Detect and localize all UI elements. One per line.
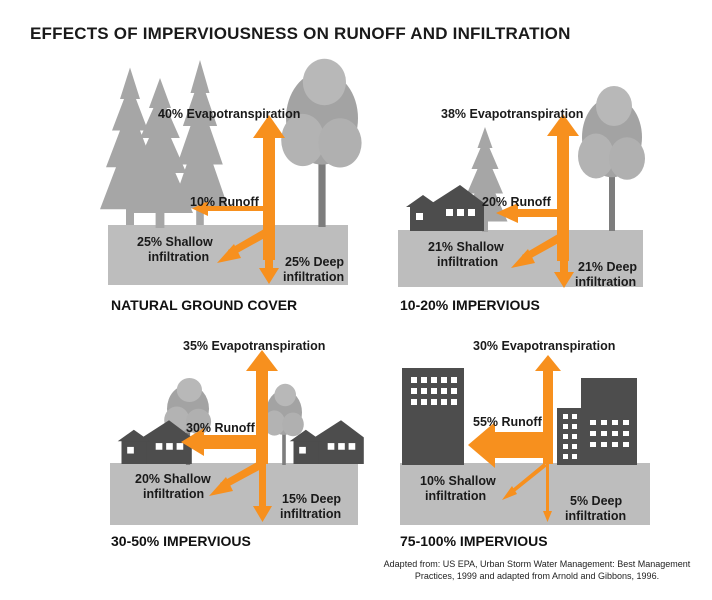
deep-infiltration-label: 15% Deep xyxy=(282,492,341,506)
runoff-arrow xyxy=(515,209,557,217)
shallow-infiltration-label-line2: infiltration xyxy=(148,250,209,264)
ground-band xyxy=(400,463,650,525)
shallow-infiltration-label-line2: infiltration xyxy=(437,255,498,269)
evapotranspiration-label: 38% Evapotranspiration xyxy=(441,107,583,121)
deep-infiltration-label: 25% Deep xyxy=(285,255,344,269)
evapotranspiration-arrow xyxy=(543,368,553,464)
shallow-infiltration-label: 21% Shallow xyxy=(428,240,504,254)
deep-infiltration-arrow-head xyxy=(253,506,272,522)
runoff-arrow xyxy=(201,435,256,449)
shallow-infiltration-arrow xyxy=(510,463,547,494)
shallow-infiltration-arrow-head xyxy=(511,249,535,268)
diagram-title: EFFECTS OF IMPERVIOUSNESS ON RUNOFF AND … xyxy=(30,24,571,43)
evapotranspiration-arrow-head xyxy=(253,115,285,138)
building-icon xyxy=(557,378,637,465)
runoff-arrow xyxy=(205,206,263,211)
deep-infiltration-arrow xyxy=(560,232,568,274)
deep-infiltration-label-line2: infiltration xyxy=(280,507,341,521)
shallow-infiltration-arrow xyxy=(220,462,263,489)
runoff-arrow-head xyxy=(181,428,204,456)
panel-30-50-impervious: 35% Evapotranspiration 30% Runoff 20% Sh… xyxy=(110,339,364,549)
flow-arrows xyxy=(192,115,285,284)
shallow-infiltration-label-line2: infiltration xyxy=(143,487,204,501)
panel-caption: 75-100% IMPERVIOUS xyxy=(400,533,548,549)
deep-infiltration-label-line2: infiltration xyxy=(575,275,636,289)
shallow-infiltration-arrow xyxy=(522,234,564,261)
shallow-infiltration-label: 10% Shallow xyxy=(420,474,496,488)
panel-natural-ground-cover: 40% Evapotranspiration 10% Runoff 25% Sh… xyxy=(100,58,362,313)
deep-infiltration-arrow xyxy=(265,228,273,270)
deep-infiltration-arrow-head xyxy=(259,268,279,284)
flow-arrows xyxy=(496,114,579,288)
runoff-label: 10% Runoff xyxy=(190,195,260,209)
evapotranspiration-label: 30% Evapotranspiration xyxy=(473,339,615,353)
deep-infiltration-arrow xyxy=(546,463,549,513)
panel-caption: 10-20% IMPERVIOUS xyxy=(400,297,540,313)
panel-caption: 30-50% IMPERVIOUS xyxy=(111,533,251,549)
evapotranspiration-label: 40% Evapotranspiration xyxy=(158,107,300,121)
deep-infiltration-label: 5% Deep xyxy=(570,494,622,508)
runoff-label: 30% Runoff xyxy=(186,421,256,435)
evapotranspiration-arrow-head xyxy=(547,114,579,136)
shallow-infiltration-arrow-head xyxy=(209,477,233,496)
deep-infiltration-arrow xyxy=(259,462,266,508)
runoff-label: 20% Runoff xyxy=(482,195,552,209)
shallow-infiltration-arrow-head xyxy=(502,486,517,500)
runoff-arrow-head xyxy=(468,422,495,468)
shallow-infiltration-arrow-head xyxy=(217,244,241,263)
shallow-infiltration-arrow xyxy=(228,229,270,256)
panel-caption: NATURAL GROUND COVER xyxy=(111,297,297,313)
shallow-infiltration-label: 25% Shallow xyxy=(137,235,213,249)
evapotranspiration-label: 35% Evapotranspiration xyxy=(183,339,325,353)
shallow-infiltration-label-line2: infiltration xyxy=(425,489,486,503)
deep-infiltration-label: 21% Deep xyxy=(578,260,637,274)
evapotranspiration-arrow-head xyxy=(535,355,561,371)
runoff-arrow xyxy=(492,432,543,458)
panel-10-20-impervious: 38% Evapotranspiration 20% Runoff 21% Sh… xyxy=(398,86,645,313)
deep-infiltration-label-line2: infiltration xyxy=(283,270,344,284)
building-icon xyxy=(402,368,464,465)
deciduous-tree-icon xyxy=(281,58,362,228)
flow-arrows xyxy=(468,355,561,522)
deciduous-tree-icon xyxy=(578,86,645,231)
ground-band xyxy=(110,463,358,525)
deep-infiltration-label-line2: infiltration xyxy=(565,509,626,523)
evapotranspiration-arrow xyxy=(256,368,268,464)
deep-infiltration-arrow-head xyxy=(543,511,552,522)
evapotranspiration-arrow xyxy=(557,133,569,261)
flow-arrows xyxy=(181,350,278,522)
deep-infiltration-arrow-head xyxy=(554,272,574,288)
panel-75-100-impervious: 30% Evapotranspiration 55% Runoff 10% Sh… xyxy=(400,339,650,549)
runoff-arrow-head xyxy=(192,201,208,216)
runoff-arrow-head xyxy=(496,203,518,223)
shallow-infiltration-label: 20% Shallow xyxy=(135,472,211,486)
evapotranspiration-arrow-head xyxy=(246,350,278,371)
source-credit: Adapted from: US EPA, Urban Storm Water … xyxy=(383,559,691,581)
runoff-label: 55% Runoff xyxy=(473,415,543,429)
